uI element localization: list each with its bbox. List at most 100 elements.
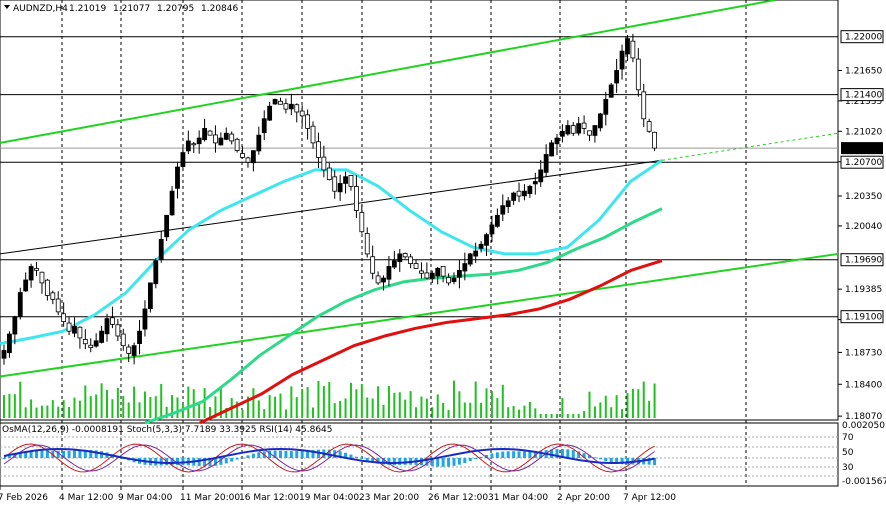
candle-body (55, 298, 61, 313)
osma-bar (517, 451, 521, 458)
candle-body (560, 130, 565, 137)
volume-bar (84, 385, 87, 418)
ohlc-low: 1.20795 (157, 4, 194, 14)
volume-bar (366, 397, 369, 418)
volume-bar (62, 400, 65, 418)
osma-bar (512, 451, 516, 458)
volume-bar (501, 384, 504, 418)
ohlc-open: 1.21019 (69, 4, 106, 14)
volume-bar (447, 409, 450, 418)
osma-bar (224, 458, 228, 464)
candle-body (321, 156, 327, 171)
indicator-axis-label: 30 (842, 463, 854, 473)
candle-body (23, 279, 29, 292)
volume-bar (339, 400, 342, 418)
volume-bar (241, 409, 244, 418)
time-axis: 27 Feb 2026 4 Mar 12:00 9 Mar 04:00 11 Mar … (0, 486, 676, 503)
candle-body (316, 141, 321, 158)
osma-bar (528, 451, 532, 458)
osma-bar (72, 450, 76, 458)
candle-body (435, 268, 441, 277)
osma-bar (425, 458, 429, 466)
candle-body (370, 256, 376, 274)
candle-body (353, 186, 359, 211)
candle-body (522, 190, 527, 197)
candle-body (597, 113, 603, 129)
candles (1, 33, 657, 365)
volume-bar (30, 399, 33, 418)
volume-bar (534, 408, 537, 418)
volume-bar (209, 406, 212, 418)
candle-body (310, 125, 316, 144)
osma-bar (382, 458, 386, 465)
volume-bar (637, 389, 640, 418)
volume-bar (360, 383, 363, 418)
time-label: 9 Mar 04:00 (118, 493, 173, 503)
osma-bar (219, 458, 223, 465)
volume-bar (431, 407, 434, 418)
candle-body (446, 277, 451, 284)
candle-body (299, 110, 305, 117)
volume-bar (648, 400, 651, 418)
osma-bar (40, 450, 44, 458)
volume-bar (344, 398, 347, 418)
volume-bar (257, 400, 260, 418)
candle-body (614, 70, 620, 84)
candle-body (516, 190, 522, 197)
volume-bar (122, 396, 125, 418)
osma-bar (593, 457, 597, 459)
osma-bar (495, 452, 499, 458)
volume-bar (306, 387, 309, 418)
volume-bar (95, 394, 98, 418)
dropdown-triangle-icon[interactable] (4, 5, 10, 9)
osma-bar (35, 450, 39, 458)
current-price-label: 1.20846 (845, 144, 882, 154)
volume-bar (328, 382, 331, 418)
candle-body (619, 50, 625, 70)
candle-body (1, 350, 7, 359)
candle-body (554, 137, 560, 145)
osma-bar (241, 457, 245, 459)
volume-bar (387, 386, 390, 418)
level-label: 1.20700 (845, 158, 882, 168)
osma-bar (29, 450, 33, 458)
volume-bar (187, 386, 190, 418)
candle-body (375, 275, 381, 284)
time-label: 11 Mar 20:00 (180, 493, 240, 503)
osma-bar (300, 450, 304, 458)
osma-bar (615, 458, 619, 464)
candle-body (402, 253, 408, 258)
candle-body (180, 152, 186, 167)
osma-bar (430, 458, 434, 467)
upper-channel-line (0, 0, 776, 144)
osma-bar (436, 458, 440, 467)
candle-body (364, 233, 370, 255)
osma-bar (474, 458, 478, 459)
level-label-box (840, 155, 884, 169)
volume-bar (35, 407, 38, 418)
osma-bar (24, 451, 28, 458)
candle-body (283, 103, 289, 110)
osma-bar (197, 458, 201, 467)
price-tick-label: 1.21020 (845, 127, 882, 137)
volume-bar (203, 388, 206, 418)
candle-body (50, 292, 56, 300)
candle-body (343, 176, 348, 184)
osma-bar (604, 458, 608, 462)
volume-bar (404, 399, 407, 418)
volume-bar (225, 407, 228, 418)
volume-bar (561, 398, 564, 418)
osma-bar (170, 458, 174, 466)
candle-body (240, 153, 245, 158)
osma-bar (571, 450, 575, 458)
volume-bar (458, 391, 461, 418)
osma-bar (230, 458, 234, 462)
osma-bar (490, 453, 494, 458)
volume-bar (106, 389, 109, 418)
price-tick-label: 1.18400 (845, 380, 882, 390)
osma-bar (175, 458, 179, 465)
osma-bar (338, 451, 342, 458)
volume-bar (317, 381, 320, 418)
osma-bar (452, 458, 456, 466)
